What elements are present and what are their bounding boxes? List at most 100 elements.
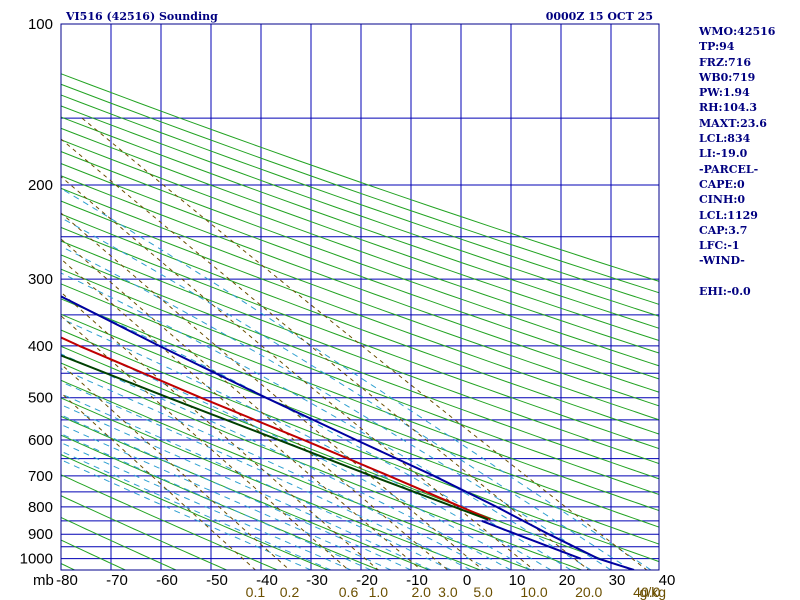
lifted-path-line — [61, 354, 489, 521]
dry-adiabat-line — [61, 200, 659, 421]
dry-adiabat-line — [61, 516, 177, 570]
mixing-ratio-tick-label: 0.2 — [280, 584, 300, 600]
mixing-ratio-line — [61, 392, 256, 570]
moist-adiabat-line — [61, 423, 392, 570]
pressure-tick-label: 700 — [28, 468, 53, 485]
moist-adiabat-line — [61, 187, 652, 570]
pressure-tick-label: 200 — [28, 177, 53, 194]
info-line: EHI:-0.0 — [699, 285, 751, 299]
dry-adiabat-line — [61, 187, 659, 407]
moist-adiabat-line — [61, 368, 492, 570]
mixing-ratio-line — [81, 117, 648, 570]
dry-adiabat-line — [61, 213, 659, 435]
info-line: CAPE:0 — [699, 177, 745, 191]
mixing-ratio-tick-label: 20.0 — [575, 584, 602, 600]
mixing-ratio-line — [61, 176, 535, 570]
temperature-tick-label: -10 — [406, 572, 428, 589]
temperature-tick-label: 10 — [509, 572, 526, 589]
mixing-ratio-tick-label: 0.6 — [339, 584, 359, 600]
dry-adiabat-line — [61, 397, 481, 570]
info-line: CINH:0 — [699, 193, 746, 207]
mixing-ratio-line — [61, 258, 422, 570]
plot-background — [61, 24, 659, 570]
dry-adiabat-line — [61, 283, 659, 512]
dry-adiabat-line — [61, 434, 379, 570]
temperature-tick-label: -40 — [256, 572, 278, 589]
mixing-ratio-tick-label: 5.0 — [473, 584, 493, 600]
moist-adiabat-line — [61, 442, 352, 570]
moist-adiabat-line — [61, 414, 412, 570]
station-title: VI516 (42516) Sounding — [65, 10, 218, 23]
moist-adiabat-line — [61, 393, 452, 570]
info-line: LCL:834 — [699, 132, 751, 146]
valid-time: 0000Z 15 OCT 25 — [546, 10, 653, 23]
moist-adiabat-line — [61, 353, 512, 570]
info-line: -PARCEL- — [699, 162, 759, 176]
mixing-ratio-tick-label: 2.0 — [411, 584, 431, 600]
pressure-unit-label: mb — [33, 572, 54, 589]
pressure-tick-label: 900 — [28, 526, 53, 543]
info-line: WMO:42516 — [699, 25, 776, 38]
info-line: -WIND- — [699, 254, 745, 268]
dry-adiabat-line — [61, 105, 659, 317]
dry-adiabat-line — [61, 83, 659, 294]
plot-frame — [60, 23, 660, 571]
info-line: LCL:1129 — [699, 208, 758, 222]
mixing-ratio-line — [61, 238, 449, 570]
info-line: PW:1.94 — [699, 86, 750, 100]
mixing-ratio-tick-label: 0.1 — [246, 584, 266, 600]
info-line: TP:94 — [699, 40, 735, 54]
pressure-tick-label: 400 — [28, 338, 53, 355]
info-line — [699, 269, 799, 284]
dry-adiabat-line — [61, 379, 532, 570]
pressure-tick-label: 300 — [28, 271, 53, 288]
dry-adiabat-line — [61, 254, 659, 480]
pressure-tick-label: 1000 — [20, 551, 53, 568]
pressure-tick-label: 800 — [28, 499, 53, 516]
moist-adiabat-line — [61, 404, 432, 570]
sounding-indices-panel: WMO:42516 TP:94 FRZ:716 WB0:719 PW:1.94 RH:10… — [699, 24, 799, 299]
dry-adiabat-line — [61, 298, 659, 528]
temperature-tick-label: 0 — [463, 572, 471, 589]
dry-adiabat-line — [61, 226, 659, 450]
temperature-tick-label: -70 — [106, 572, 128, 589]
mixing-ratio-line — [61, 212, 484, 570]
mixing-ratio-line — [61, 138, 590, 570]
temperature-tick-label: -60 — [156, 572, 178, 589]
dry-adiabat-line — [0, 24, 24, 570]
mixing-ratio-tick-label: 1.0 — [369, 584, 389, 600]
dry-adiabat-line — [61, 268, 659, 496]
temperature-tick-label: -30 — [306, 572, 328, 589]
pressure-tick-label: 100 — [28, 16, 53, 33]
dry-adiabat-line — [61, 94, 659, 305]
environmental-temperature-line — [61, 295, 635, 570]
info-line: LFC:-1 — [699, 239, 740, 253]
info-line: MAXT:23.6 — [699, 116, 767, 130]
mixing-ratio-line — [61, 315, 349, 570]
info-line: CAP:3.7 — [699, 223, 748, 237]
temperature-tick-label: -80 — [56, 572, 78, 589]
moist-adiabat-line — [61, 272, 592, 570]
pressure-tick-label: 600 — [28, 432, 53, 449]
moist-adiabat-line — [61, 433, 372, 570]
mixing-ratio-tick-label: 40.0 — [633, 584, 660, 600]
temperature-tick-label: 20 — [559, 572, 576, 589]
parcel-path-line — [61, 336, 491, 521]
dry-adiabat-line — [61, 329, 659, 563]
dry-adiabat-line — [61, 139, 659, 354]
low-level-dewpoint-segment-line — [481, 519, 582, 560]
mixing-ratio-tick-label: 10.0 — [520, 584, 547, 600]
dry-adiabat-line — [61, 454, 329, 570]
dry-adiabat-line — [61, 495, 227, 570]
dry-adiabat-line — [61, 163, 659, 380]
dry-adiabat-line — [61, 127, 659, 342]
dry-adiabat-line — [61, 240, 659, 465]
mixing-ratio-tick-label: 3.0 — [438, 584, 458, 600]
moist-adiabat-line — [61, 217, 632, 570]
temperature-tick-label: 40 — [659, 572, 676, 589]
dry-adiabat-line — [61, 313, 659, 545]
temperature-tick-label: -50 — [206, 572, 228, 589]
dry-adiabat-line — [61, 116, 659, 329]
info-line: FRZ:716 — [699, 55, 752, 69]
